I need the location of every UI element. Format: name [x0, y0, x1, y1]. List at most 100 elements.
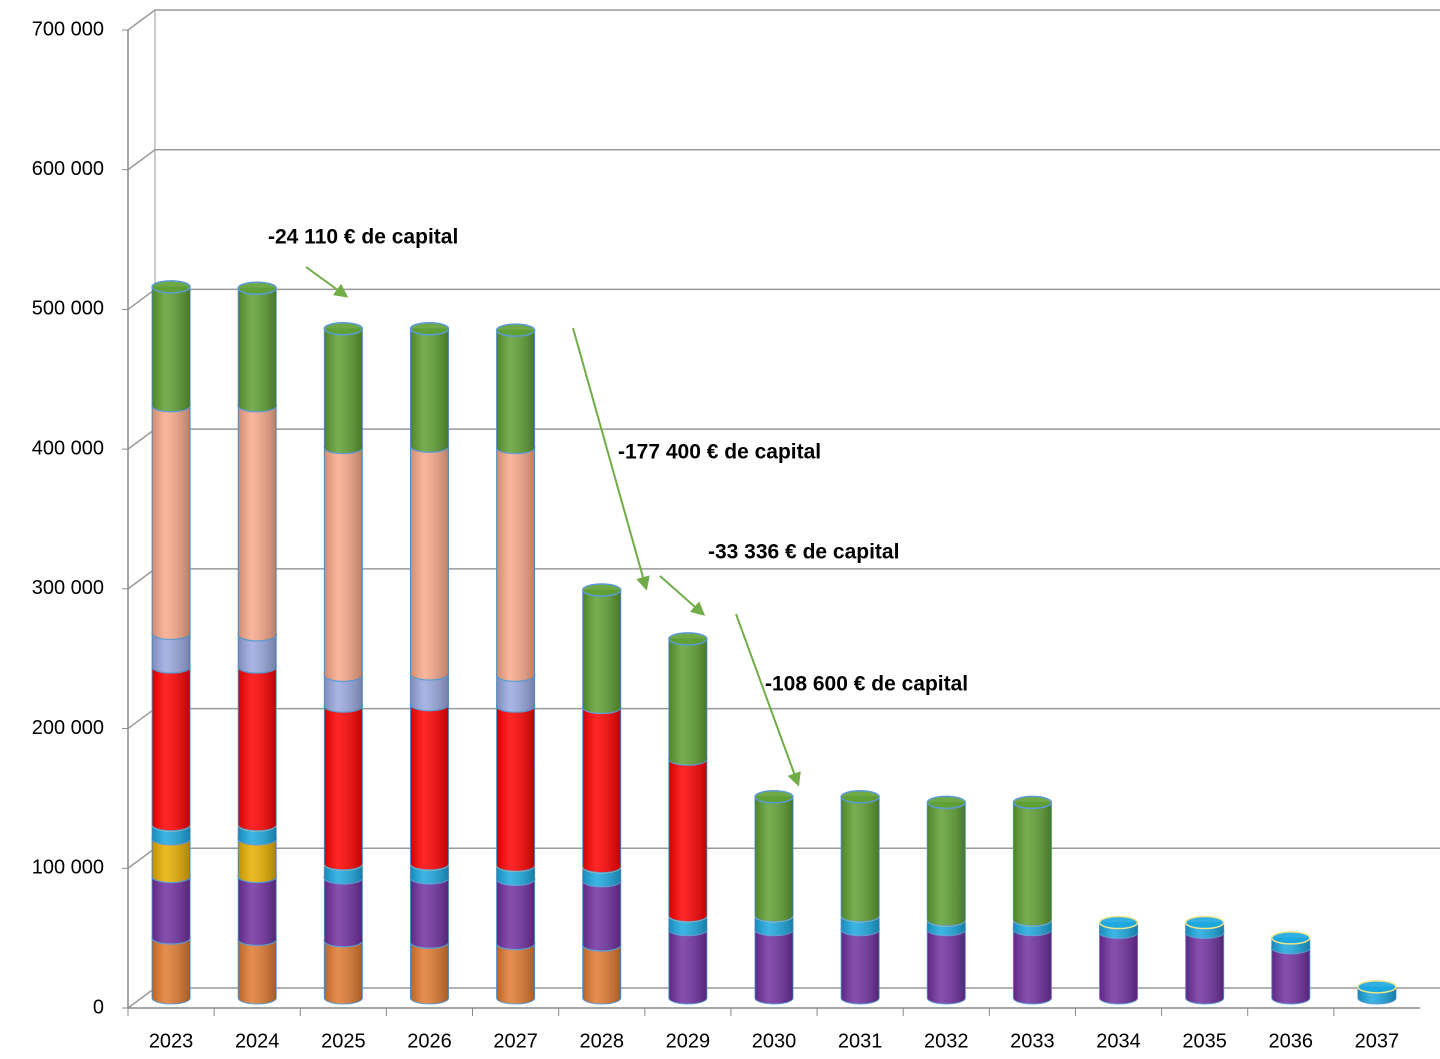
bar-top	[151, 280, 191, 294]
bar-shade	[152, 405, 191, 640]
bar-shade	[755, 929, 793, 1004]
bar-shade	[324, 447, 363, 682]
bar-shade	[410, 877, 449, 949]
bar-top	[1098, 915, 1139, 930]
cylinder-segment	[1184, 915, 1225, 939]
cylinder-segment	[840, 790, 880, 923]
y-tick-label: 300 000	[32, 577, 104, 599]
bar-shade	[1185, 932, 1224, 1004]
cylinder-segment	[237, 398, 277, 642]
bar-shade	[152, 666, 191, 831]
bar-shade	[496, 705, 535, 872]
x-tick-label: 2032	[924, 1030, 969, 1052]
x-tick-label: 2031	[838, 1030, 883, 1052]
bar-shade	[1013, 802, 1052, 926]
cylinder-segment	[151, 660, 191, 832]
arrow	[735, 613, 801, 787]
x-tick-label: 2027	[493, 1030, 538, 1052]
cylinder-segment	[409, 322, 450, 453]
x-tick-label: 2029	[666, 1030, 711, 1052]
bar-shade	[410, 328, 449, 453]
bar-shade	[1013, 929, 1052, 1005]
bar-top	[1012, 795, 1053, 810]
bar-shade	[668, 929, 707, 1005]
bar-top	[495, 323, 536, 337]
bar-shade	[841, 929, 880, 1005]
cylinder-segment	[1098, 925, 1139, 1005]
bar-shade	[496, 330, 535, 454]
bar-shade	[1099, 932, 1138, 1005]
bar-shade	[238, 939, 277, 1004]
bar-shade	[238, 634, 277, 673]
bar-shade	[238, 666, 277, 831]
arrow	[659, 575, 706, 616]
cylinder-segment	[840, 922, 880, 1005]
x-tick-label: 2028	[579, 1030, 624, 1052]
bar-shade	[841, 796, 880, 922]
bar-shade	[152, 286, 191, 412]
bar-shade	[324, 675, 363, 712]
bar-shade	[238, 405, 277, 641]
x-tick-label: 2033	[1010, 1030, 1055, 1052]
y-tick-label: 700 000	[32, 18, 104, 40]
bar-top	[668, 632, 708, 646]
cylinder-segment	[409, 697, 450, 871]
x-tick-label: 2035	[1182, 1030, 1227, 1052]
cylinder-segment	[1098, 915, 1139, 939]
cylinder-segment	[495, 323, 536, 455]
bar-top	[1357, 980, 1397, 994]
grid-line	[127, 9, 1440, 31]
bar-shade	[496, 879, 535, 950]
bar-top	[581, 583, 622, 597]
bar-shade	[1271, 947, 1310, 1005]
annotation: -177 400 € de capital	[618, 441, 821, 464]
bar-top	[409, 322, 450, 336]
y-tick-label: 0	[93, 996, 104, 1018]
cylinder-segment	[151, 398, 191, 640]
arrow	[305, 266, 349, 298]
arrows	[305, 266, 801, 787]
x-tick-label: 2025	[321, 1030, 366, 1052]
cylinder-segment	[668, 632, 708, 766]
cylinder-segment	[409, 439, 450, 681]
bar-shade	[238, 876, 277, 946]
bar-shade	[410, 673, 449, 711]
bar-shade	[324, 328, 363, 454]
cylinder-segment	[237, 281, 277, 413]
bar-shade	[496, 675, 535, 712]
x-tick-label: 2024	[235, 1030, 280, 1052]
bar-shade	[668, 638, 707, 766]
bar-shade	[410, 446, 449, 680]
annotation: -24 110 € de capital	[268, 226, 458, 249]
bar-shade	[582, 707, 621, 873]
bar-shade	[152, 937, 191, 1005]
bar-shade	[324, 940, 363, 1005]
bar-top	[1271, 931, 1311, 945]
x-tick-label: 2034	[1096, 1030, 1141, 1052]
cylinder-segment	[668, 752, 708, 923]
x-tick-label: 2030	[752, 1030, 797, 1052]
grid-line	[127, 148, 1440, 171]
grid-line	[127, 288, 1440, 311]
bar-shade	[152, 838, 191, 883]
bar-top	[754, 790, 794, 804]
bar-shade	[668, 759, 707, 922]
cylinder-segment	[668, 922, 708, 1005]
bar-shade	[927, 802, 966, 926]
x-tick-label: 2037	[1355, 1030, 1400, 1052]
annotation: -108 600 € de capital	[765, 673, 968, 696]
bar-shade	[152, 633, 191, 673]
bar-shade	[152, 876, 191, 944]
bar-top	[926, 795, 967, 810]
cylinder-segment	[1271, 931, 1311, 955]
arrow	[572, 327, 650, 591]
x-tick-label: 2036	[1269, 1030, 1314, 1052]
y-tick-label: 400 000	[32, 437, 104, 459]
cylinder-segment	[754, 922, 794, 1005]
annotation: -33 336 € de capital	[708, 541, 899, 564]
bar-shade	[927, 929, 966, 1005]
x-tick-label: 2023	[149, 1030, 194, 1052]
y-tick-label: 200 000	[32, 717, 104, 739]
y-tick-label: 500 000	[32, 298, 104, 320]
